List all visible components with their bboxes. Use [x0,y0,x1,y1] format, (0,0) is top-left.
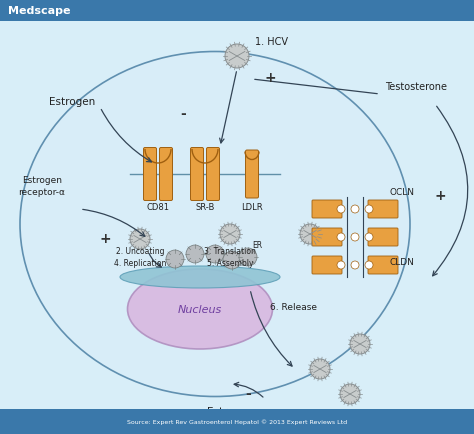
Circle shape [351,206,359,214]
Bar [0,0,474,22]
Text: +: + [434,188,446,203]
Text: Testosterone: Testosterone [385,82,447,92]
Circle shape [365,233,373,241]
Text: +: + [264,71,276,85]
Text: 4. Replication: 4. Replication [114,258,166,267]
Bar [0,409,474,434]
FancyBboxPatch shape [312,256,342,274]
Text: Estrogen: Estrogen [207,406,253,416]
Text: Estrogen
receptor-α: Estrogen receptor-α [18,176,65,197]
FancyBboxPatch shape [191,148,203,201]
Text: 1. HCV: 1. HCV [255,37,288,47]
Text: SR-B: SR-B [195,203,215,211]
FancyBboxPatch shape [312,228,342,247]
Circle shape [206,246,224,263]
Text: 3. Translation: 3. Translation [204,247,256,256]
Text: CLDN: CLDN [390,257,415,266]
Text: LDLR: LDLR [241,203,263,211]
Text: Source: Expert Rev Gastroenterol Hepatol © 2013 Expert Reviews Ltd: Source: Expert Rev Gastroenterol Hepatol… [127,418,347,424]
Circle shape [365,206,373,214]
Text: 5. Assembly: 5. Assembly [207,258,253,267]
Circle shape [337,233,345,241]
Ellipse shape [120,266,280,288]
FancyBboxPatch shape [368,201,398,218]
Text: ER: ER [252,240,262,250]
Text: 2. Uncoating: 2. Uncoating [116,247,164,256]
Circle shape [310,359,330,379]
Text: -: - [245,386,251,400]
Circle shape [130,230,150,250]
FancyBboxPatch shape [207,148,219,201]
Text: Nucleus: Nucleus [178,304,222,314]
FancyBboxPatch shape [144,148,156,201]
Text: Medscape: Medscape [8,6,71,16]
Circle shape [365,261,373,270]
Bar [0,22,474,409]
Text: Estrogen: Estrogen [49,97,95,107]
Text: OCLN: OCLN [390,187,415,197]
Circle shape [350,334,370,354]
Circle shape [340,384,360,404]
Circle shape [239,248,257,266]
FancyBboxPatch shape [159,148,173,201]
Circle shape [351,233,359,241]
Ellipse shape [20,53,410,397]
Ellipse shape [128,270,273,349]
Text: -: - [180,107,186,121]
Circle shape [220,224,240,244]
Circle shape [223,251,241,270]
Circle shape [351,261,359,270]
Circle shape [186,246,204,263]
FancyBboxPatch shape [368,228,398,247]
Text: CD81: CD81 [146,203,170,211]
Circle shape [225,45,249,69]
FancyBboxPatch shape [368,256,398,274]
Text: +: + [99,231,111,246]
Circle shape [337,261,345,270]
FancyBboxPatch shape [246,151,258,198]
Circle shape [300,224,320,244]
Circle shape [166,250,184,268]
Text: 6. Release: 6. Release [270,302,317,311]
Circle shape [337,206,345,214]
FancyBboxPatch shape [312,201,342,218]
